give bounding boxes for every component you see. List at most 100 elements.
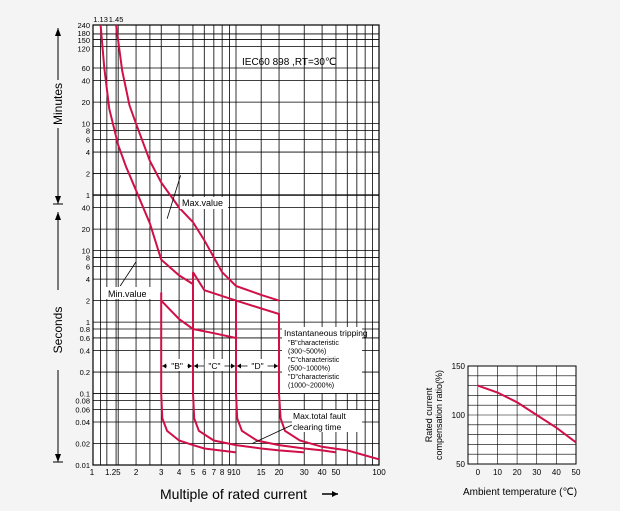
y-tick-label-seconds: 6 <box>86 263 90 272</box>
y-tick-label-minutes: 150 <box>77 36 90 45</box>
x-tick-label: 9 <box>227 468 232 477</box>
max-value-label: Max.value <box>182 198 223 208</box>
x-axis-label: Multiple of rated current <box>160 486 307 502</box>
band-arrowhead-icon <box>237 363 241 369</box>
y-tick-label-seconds: 0.04 <box>75 418 90 427</box>
y-tick-label-seconds: 0.06 <box>75 405 90 414</box>
instantaneous-note-line: Instantaneous tripping <box>284 328 368 338</box>
y-tick-label-seconds: 0.6 <box>80 334 90 343</box>
y-tick-label-minutes: 1 <box>86 191 90 200</box>
y-tick-label-minutes: 120 <box>77 45 90 54</box>
y-tick-label-seconds: 0.2 <box>80 368 90 377</box>
instantaneous-note-line: (500~1000%) <box>288 366 330 373</box>
band-label: "B" <box>171 361 183 371</box>
instantaneous-note-line: "C"characteristic <box>288 357 340 364</box>
y-tick-label-seconds: 8 <box>86 254 90 263</box>
small-x-tick-label: 20 <box>513 468 522 477</box>
minutes-label: Minutes <box>51 83 65 125</box>
compensation-curve <box>477 384 577 444</box>
band-arrowhead-icon <box>231 363 235 369</box>
y-tick-label-seconds: 0.08 <box>75 396 90 405</box>
standard-note: IEC60 898 ,RT=30℃ <box>242 57 336 68</box>
trip-curve-segment <box>278 393 380 461</box>
seconds-label: Seconds <box>51 307 65 354</box>
x-tick-label: 8 <box>220 468 225 477</box>
top-tick-label: 1.45 <box>109 15 124 24</box>
y-tick-label-seconds: 10 <box>82 247 90 256</box>
instantaneous-note-line: "B"characteristic <box>288 340 339 347</box>
x-tick-label: 5 <box>191 468 196 477</box>
max-value-label-bg <box>180 197 228 209</box>
instantaneous-note-line: (300~500%) <box>288 349 326 356</box>
x-tick-label: 1.25 <box>105 468 121 477</box>
main-curves <box>99 24 380 461</box>
band-arrowhead-icon <box>193 363 198 369</box>
y-tick-label-minutes: 4 <box>86 148 90 157</box>
trip-curve-segment <box>235 300 337 454</box>
y-tick-label-minutes: 8 <box>86 127 90 136</box>
seconds-axis-bracket: Seconds <box>51 212 65 463</box>
x-tick-label: 3 <box>159 468 164 477</box>
min-value-leader <box>119 261 137 287</box>
y-tick-label-minutes: 10 <box>82 120 90 129</box>
band-arrowhead-icon <box>187 363 192 369</box>
x-tick-label: 20 <box>275 468 284 477</box>
curve-min-value <box>99 24 194 285</box>
x-axis-arrowhead-icon <box>332 491 338 497</box>
x-tick-label: 7 <box>212 468 217 477</box>
small-y-tick-label: 150 <box>452 362 466 371</box>
main-annotations: Max.value Min.value Instantaneous tripping… <box>106 175 368 444</box>
y-tick-label-seconds: 0.02 <box>75 439 90 448</box>
y-tick-label-seconds: 2 <box>86 297 90 306</box>
fault-leader <box>252 424 293 444</box>
y-tick-label-minutes: 40 <box>82 77 90 86</box>
small-x-tick-label: 50 <box>572 468 581 477</box>
band-label-bg <box>247 359 268 371</box>
small-x-tick-label: 40 <box>552 468 561 477</box>
x-tick-label: 4 <box>177 468 182 477</box>
small-x-tick-label: 30 <box>532 468 541 477</box>
y-tick-label-minutes: 240 <box>77 21 90 30</box>
band-label: "C" <box>208 361 220 371</box>
y-tick-label-minutes: 180 <box>77 29 90 38</box>
curve-max-value <box>115 24 280 302</box>
fault-note-bg <box>292 410 362 432</box>
y-tick-label-seconds: 0.8 <box>80 325 90 334</box>
y-tick-label-minutes: 2 <box>86 170 90 179</box>
x-tick-label: 40 <box>318 468 327 477</box>
x-tick-label: 1 <box>90 468 95 477</box>
trip-curve-segment <box>160 292 237 454</box>
x-tick-label: 10 <box>232 468 241 477</box>
main-tick-labels: 402010864210.80.60.40.20.10.080.060.040.… <box>75 15 386 477</box>
x-tick-label: 100 <box>372 468 386 477</box>
trip-curve-segment <box>235 299 280 394</box>
min-value-label: Min.value <box>108 289 147 299</box>
fault-note-line: clearing time <box>293 422 341 432</box>
max-value-leader <box>166 175 182 219</box>
y-tick-label-seconds: 0.4 <box>80 347 90 356</box>
y-tick-label-minutes: 60 <box>82 64 90 73</box>
small-x-label: Ambient temperature (℃) <box>463 487 577 498</box>
y-tick-label-seconds: 20 <box>82 225 90 234</box>
y-tick-label-seconds: 1 <box>86 318 90 327</box>
minutes-axis-bracket: Minutes <box>51 28 65 205</box>
x-tick-label: 15 <box>257 468 266 477</box>
y-tick-label-minutes: 20 <box>82 98 90 107</box>
small-x-tick-label: 0 <box>476 468 481 477</box>
y-tick-label-seconds: 0.01 <box>75 461 90 470</box>
small-y-label-line2: compensation ratio(%) <box>434 370 444 460</box>
x-tick-label: 50 <box>331 468 340 477</box>
trip-curve-segment <box>192 271 237 302</box>
band-label-bg <box>204 359 225 371</box>
band-arrowhead-icon <box>162 363 167 369</box>
x-tick-label: 6 <box>202 468 207 477</box>
small-x-tick-label: 10 <box>493 468 502 477</box>
y-tick-label-seconds: 40 <box>82 204 90 213</box>
band-label-bg <box>167 359 188 371</box>
min-value-label-bg <box>106 287 154 299</box>
instantaneous-note-line: "D"characteristic <box>288 374 340 381</box>
y-tick-label-minutes: 6 <box>86 135 90 144</box>
y-tick-label-seconds: 0.1 <box>80 390 90 399</box>
small-y-tick-label: 50 <box>456 460 465 469</box>
